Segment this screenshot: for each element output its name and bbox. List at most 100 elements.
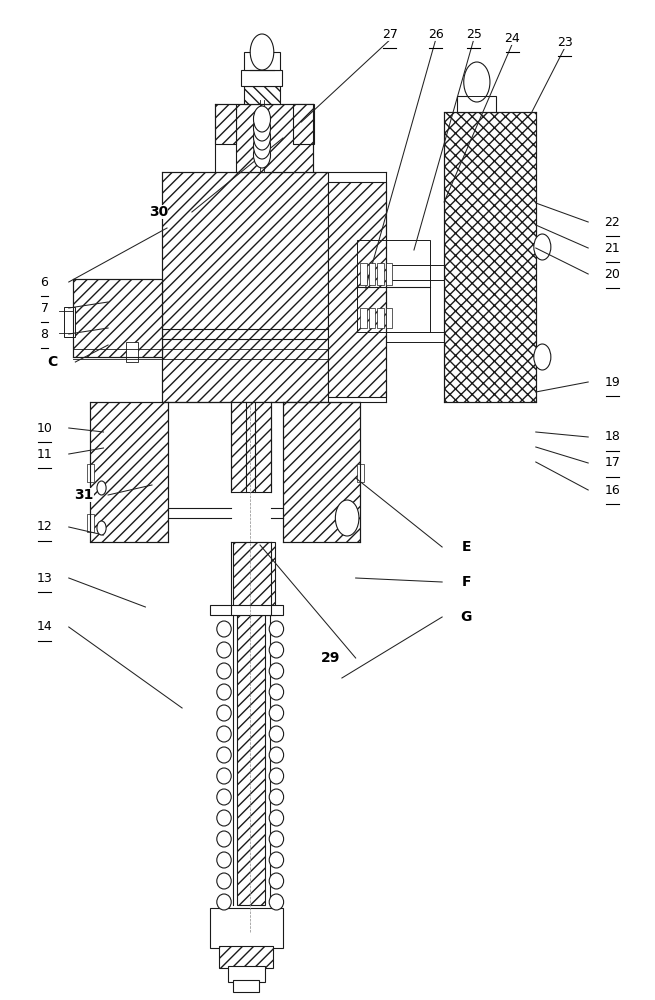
Ellipse shape [217,747,231,763]
Ellipse shape [217,810,231,826]
Text: C: C [47,355,58,369]
Bar [87,514,94,532]
Text: 25: 25 [466,27,481,40]
Ellipse shape [217,684,231,700]
Ellipse shape [217,831,231,847]
Text: 27: 27 [382,27,398,40]
Ellipse shape [217,726,231,742]
Text: 18: 18 [605,430,620,444]
Text: 19: 19 [605,375,620,388]
Text: G: G [460,610,472,624]
Circle shape [464,62,490,102]
Text: 17: 17 [605,456,620,470]
Bar [219,946,273,968]
Text: 31: 31 [74,488,94,502]
Text: 14: 14 [37,620,52,634]
Circle shape [253,106,271,132]
Ellipse shape [269,705,284,721]
Ellipse shape [217,894,231,910]
Text: 23: 23 [557,35,572,48]
Bar [360,263,367,285]
Bar [377,263,384,285]
Circle shape [97,521,106,535]
Bar [210,605,283,615]
Bar [357,240,430,332]
Bar [73,279,162,357]
Ellipse shape [269,726,284,742]
Bar [210,908,283,948]
Bar [241,70,282,86]
Text: 30: 30 [149,205,168,219]
Ellipse shape [269,663,284,679]
Ellipse shape [217,789,231,805]
Text: 29: 29 [321,651,341,665]
Ellipse shape [269,852,284,868]
Text: 8: 8 [41,328,48,340]
Ellipse shape [217,705,231,721]
Text: 21: 21 [605,241,620,254]
Ellipse shape [269,684,284,700]
Text: 20: 20 [605,267,620,280]
Bar [444,112,536,402]
Bar [244,52,280,70]
Bar [90,402,168,542]
Text: E: E [462,540,471,554]
Bar [283,402,360,542]
Text: 16: 16 [605,484,620,496]
Ellipse shape [269,621,284,637]
Bar [233,980,259,992]
Ellipse shape [217,663,231,679]
Bar [386,308,392,328]
Bar [457,96,496,112]
Text: 7: 7 [41,302,48,314]
Ellipse shape [269,747,284,763]
Bar [357,464,364,482]
Circle shape [97,481,106,495]
Bar [233,542,275,615]
Text: 6: 6 [41,275,48,288]
Text: 22: 22 [605,216,620,229]
Ellipse shape [217,852,231,868]
Ellipse shape [217,873,231,889]
Text: 11: 11 [37,448,52,460]
Bar [231,402,271,492]
Text: 26: 26 [428,27,443,40]
Ellipse shape [217,768,231,784]
Bar [293,104,314,144]
Circle shape [534,344,551,370]
Circle shape [335,500,359,536]
Circle shape [253,133,271,159]
Text: 13: 13 [37,572,52,584]
Bar [237,615,265,905]
Bar [236,104,313,172]
Text: 12: 12 [37,520,52,534]
Ellipse shape [269,894,284,910]
Circle shape [253,142,271,168]
Bar [244,86,280,104]
Circle shape [250,34,274,70]
Bar [360,308,367,328]
Bar [377,308,384,328]
Bar [369,308,375,328]
Ellipse shape [269,873,284,889]
Ellipse shape [269,768,284,784]
Ellipse shape [269,642,284,658]
Ellipse shape [269,831,284,847]
Bar [87,464,94,482]
Bar [64,307,75,337]
Circle shape [253,115,271,141]
Bar [162,172,328,402]
Text: 24: 24 [504,31,520,44]
Circle shape [534,234,551,260]
Bar [369,263,375,285]
Ellipse shape [217,621,231,637]
Ellipse shape [269,810,284,826]
Bar [386,263,392,285]
Bar [228,966,265,982]
Text: F: F [462,575,471,589]
Circle shape [253,124,271,150]
Bar [126,342,138,362]
Bar [215,104,236,144]
Ellipse shape [269,789,284,805]
Ellipse shape [217,642,231,658]
